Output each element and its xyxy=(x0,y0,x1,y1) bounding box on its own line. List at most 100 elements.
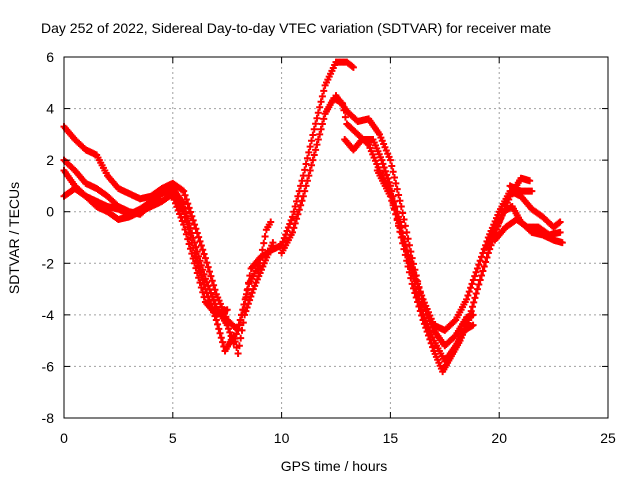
data-point xyxy=(348,62,356,70)
data-point xyxy=(424,324,432,332)
data-point xyxy=(399,239,407,247)
data-point xyxy=(344,121,352,129)
data-point xyxy=(63,170,71,178)
data-point xyxy=(214,305,222,313)
data-point xyxy=(422,307,430,315)
data-point xyxy=(384,187,392,195)
data-point xyxy=(301,166,309,174)
data-point xyxy=(215,297,223,305)
data-point xyxy=(426,327,434,335)
data-point xyxy=(208,277,216,285)
data-point xyxy=(240,301,248,309)
data-point xyxy=(299,172,307,180)
data-point xyxy=(72,168,80,176)
data-point xyxy=(554,220,562,228)
data-point xyxy=(349,63,357,71)
data-point xyxy=(106,195,114,203)
data-point xyxy=(200,293,208,301)
data-point xyxy=(305,172,313,180)
data-point xyxy=(233,344,241,352)
data-point xyxy=(63,159,71,167)
data-point xyxy=(79,143,87,151)
data-point xyxy=(400,245,408,253)
data-point xyxy=(321,110,329,118)
data-point xyxy=(520,195,528,203)
data-point xyxy=(486,245,494,253)
data-point xyxy=(75,139,83,147)
data-point xyxy=(505,190,513,198)
data-point xyxy=(403,228,411,236)
series-track-1 xyxy=(60,58,357,334)
data-point xyxy=(327,70,335,78)
data-point xyxy=(102,169,110,177)
data-point xyxy=(487,235,495,243)
data-point xyxy=(405,255,413,263)
data-point xyxy=(298,197,306,205)
data-point xyxy=(558,239,566,247)
chart-title: Day 252 of 2022, Sidereal Day-to-day VTE… xyxy=(41,20,551,36)
data-point xyxy=(445,351,453,359)
data-point xyxy=(472,289,480,297)
data-point xyxy=(177,203,185,211)
data-point xyxy=(308,161,316,169)
data-point xyxy=(442,341,450,349)
data-point xyxy=(385,178,393,186)
data-point xyxy=(393,208,401,216)
data-point xyxy=(511,207,519,215)
data-point xyxy=(371,125,379,133)
data-point xyxy=(416,288,424,296)
data-point xyxy=(541,215,549,223)
data-point xyxy=(384,175,392,183)
data-point xyxy=(419,295,427,303)
data-point xyxy=(438,352,446,360)
data-point xyxy=(206,268,214,276)
data-point xyxy=(236,316,244,324)
data-point xyxy=(373,126,381,134)
data-point xyxy=(375,169,383,177)
data-point xyxy=(434,356,442,364)
data-point xyxy=(235,321,243,329)
data-point xyxy=(188,239,196,247)
data-point xyxy=(412,276,420,284)
data-point xyxy=(211,286,219,294)
data-point xyxy=(214,293,222,301)
data-point xyxy=(512,209,520,217)
data-point xyxy=(184,223,192,231)
data-point xyxy=(71,166,79,174)
data-point xyxy=(299,192,307,200)
data-point xyxy=(396,197,404,205)
data-point xyxy=(196,257,204,265)
data-point xyxy=(291,219,299,227)
data-point xyxy=(191,259,199,267)
data-point xyxy=(439,368,447,376)
data-point xyxy=(442,325,450,333)
data-point xyxy=(436,362,444,370)
data-point xyxy=(64,160,72,168)
data-point xyxy=(203,300,211,308)
series-track-8 xyxy=(373,166,564,334)
data-point xyxy=(347,124,355,132)
data-point xyxy=(441,342,449,350)
data-point xyxy=(464,292,472,300)
data-point xyxy=(399,209,407,217)
data-point xyxy=(467,307,475,315)
data-point xyxy=(497,214,505,222)
data-point xyxy=(454,337,462,345)
data-point xyxy=(456,308,464,316)
data-point xyxy=(460,301,468,309)
data-point xyxy=(375,150,383,158)
data-point xyxy=(471,294,479,302)
data-point xyxy=(237,334,245,342)
data-point xyxy=(239,319,247,327)
y-tick-label: 2 xyxy=(46,152,54,168)
data-point xyxy=(225,317,233,325)
data-point xyxy=(435,334,443,342)
data-point xyxy=(97,159,105,167)
data-point xyxy=(415,284,423,292)
data-point xyxy=(262,226,270,234)
data-point xyxy=(540,214,548,222)
data-point xyxy=(498,203,506,211)
data-point xyxy=(260,239,268,247)
data-point xyxy=(345,60,353,68)
data-point xyxy=(426,312,434,320)
